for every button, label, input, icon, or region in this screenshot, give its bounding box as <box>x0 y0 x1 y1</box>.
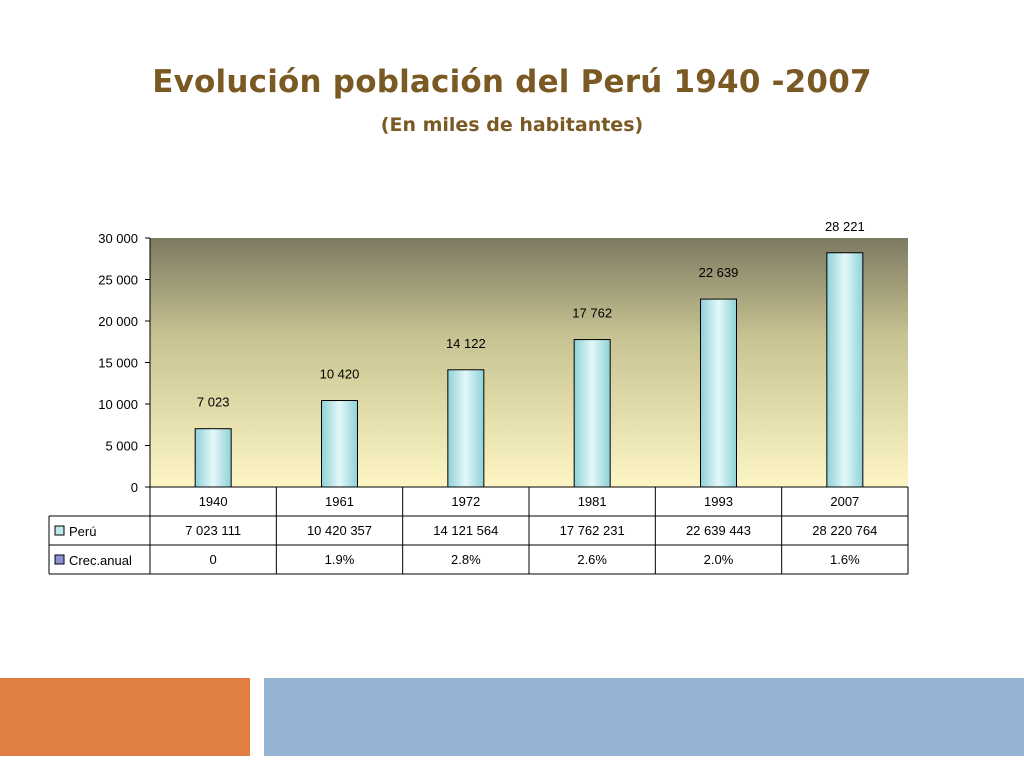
slide-subtitle: (En miles de habitantes) <box>380 114 644 136</box>
table-cell: 1.9% <box>325 552 355 567</box>
plot-area <box>150 238 908 487</box>
table-cell: 28 220 764 <box>812 523 877 538</box>
legend-swatch-crec-anual <box>54 554 65 565</box>
table-cell: 2.0% <box>704 552 734 567</box>
bar-1993 <box>700 298 737 488</box>
data-label-1993: 22 639 <box>699 265 739 280</box>
data-label-1981: 17 762 <box>572 306 612 321</box>
data-label-1961: 10 420 <box>320 367 360 382</box>
y-tick-label: 5 000 <box>105 439 138 454</box>
table-cell: 17 762 231 <box>560 523 625 538</box>
table-cell: 10 420 357 <box>307 523 372 538</box>
table-cell: 2.6% <box>577 552 607 567</box>
table-cell: 22 639 443 <box>686 523 751 538</box>
bar-1981 <box>573 339 611 488</box>
x-category-label: 1972 <box>451 494 480 509</box>
footer-accent-right <box>264 678 1024 756</box>
table-cell: 2.8% <box>451 552 481 567</box>
data-label-1940: 7 023 <box>197 395 230 410</box>
y-tick-label: 15 000 <box>98 356 138 371</box>
x-category-label: 1940 <box>199 494 228 509</box>
y-tick-label: 25 000 <box>98 273 138 288</box>
table-cell: 14 121 564 <box>433 523 498 538</box>
bar-1961 <box>321 400 358 488</box>
legend-swatch-peru <box>54 525 65 536</box>
footer-accent-left <box>0 678 250 756</box>
y-tick-label: 0 <box>131 480 138 495</box>
x-category-label: 1981 <box>578 494 607 509</box>
bar-2007 <box>826 252 864 488</box>
legend-label-crec-anual: Crec.anual <box>69 553 132 568</box>
data-label-2007: 28 221 <box>825 219 865 234</box>
x-category-label: 1961 <box>325 494 354 509</box>
x-category-label: 2007 <box>830 494 859 509</box>
table-cell: 7 023 111 <box>185 523 241 538</box>
x-category-label: 1993 <box>704 494 733 509</box>
table-cell: 1.6% <box>830 552 860 567</box>
legend-label-peru: Perú <box>69 524 96 539</box>
data-label-1972: 14 122 <box>446 336 486 351</box>
table-cell: 0 <box>210 552 217 567</box>
y-tick-label: 20 000 <box>98 314 138 329</box>
y-tick-label: 10 000 <box>98 397 138 412</box>
slide-title: Evolución población del Perú 1940 -2007 <box>152 64 872 100</box>
bar-1972 <box>447 369 485 488</box>
bar-1940 <box>194 428 232 488</box>
y-tick-label: 30 000 <box>98 231 138 246</box>
